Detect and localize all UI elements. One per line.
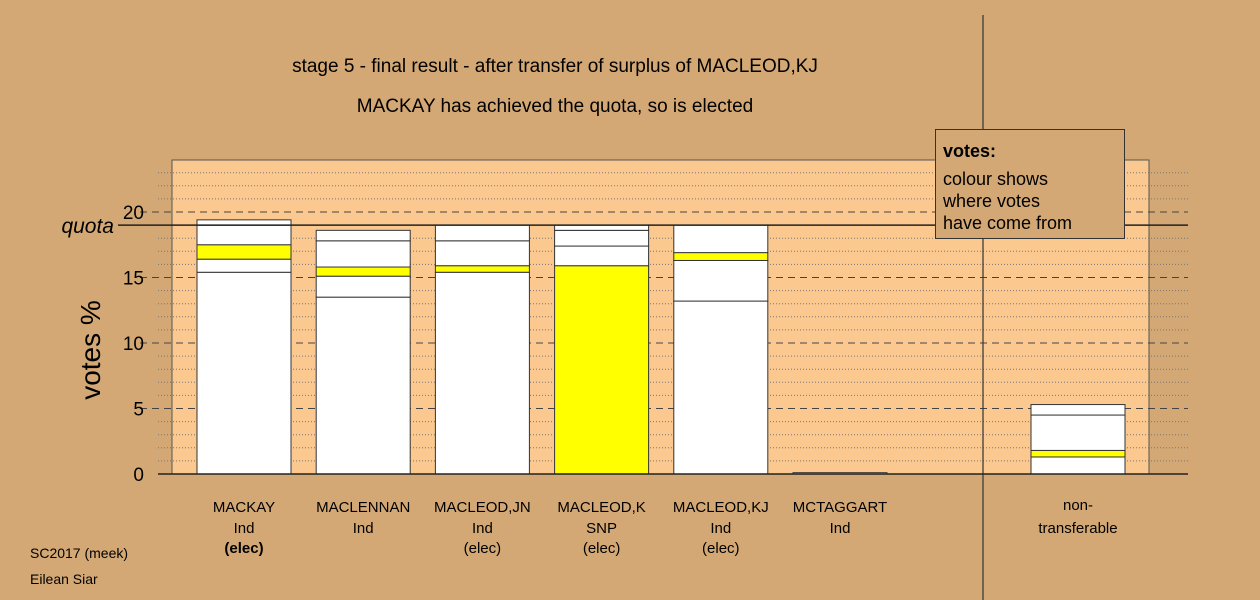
bar-segment (315, 240, 411, 268)
bar-segment (673, 300, 769, 475)
category-party-label: Ind (234, 520, 255, 537)
bar-segment (554, 245, 650, 267)
y-axis-label: votes % (75, 300, 106, 400)
nontransferable-bar-segment (1030, 449, 1126, 458)
chart-title-result: MACKAY has achieved the quota, so is ele… (356, 96, 754, 117)
legend-title: votes: (943, 141, 997, 161)
bar-segment (434, 271, 530, 475)
nontransferable-label: transferable (1038, 520, 1117, 537)
legend-box: votes: colour shows where votes have com… (935, 129, 1125, 239)
category-status-label: (elec) (224, 540, 263, 557)
bar-segment (673, 224, 769, 254)
bar-segment (196, 258, 292, 273)
nontransferable-bar-segment (1030, 414, 1126, 451)
bar-segment (315, 275, 411, 298)
category-name-label: MACLEOD,K (557, 499, 645, 516)
quota-label: quota (61, 215, 114, 238)
bar-segment (554, 229, 650, 247)
bar-segment (434, 224, 530, 242)
bar-segment (315, 229, 411, 242)
category-party-label: Ind (710, 520, 731, 537)
bar-segment (434, 265, 530, 273)
category-party-label: SNP (586, 520, 617, 537)
category-name-label: MACLENNAN (316, 499, 410, 516)
category-name-label: MACLEOD,KJ (673, 499, 769, 516)
bar-segment (315, 266, 411, 277)
category-status-label: (elec) (464, 540, 502, 557)
bar-segment (434, 240, 530, 267)
footer-ward: Eilean Siar (30, 571, 98, 587)
legend-line: where votes (943, 191, 1041, 211)
legend-line: colour shows (943, 169, 1049, 189)
legend-line: have come from (943, 213, 1073, 233)
y-tick-label: 0 (133, 465, 144, 486)
bar-segment (196, 244, 292, 260)
category-party-label: Ind (472, 520, 493, 537)
y-tick-label: 10 (123, 334, 144, 355)
bar-segment (196, 224, 292, 246)
footer-election: SC2017 (meek) (30, 545, 129, 561)
category-name-label: MACKAY (213, 499, 275, 516)
bar-segment (673, 259, 769, 302)
nontransferable-bar-segment (1030, 404, 1126, 416)
category-party-label: Ind (353, 520, 374, 537)
category-name-label: MACLEOD,JN (434, 499, 531, 516)
chart-title-stage: stage 5 - final result - after transfer … (292, 56, 818, 77)
y-tick-label: 5 (133, 400, 144, 421)
nontransferable-label: non- (1063, 497, 1093, 514)
bar-segment (196, 271, 292, 475)
bar-segment (315, 296, 411, 475)
bar-segment (554, 224, 650, 231)
bar-segment (196, 219, 292, 226)
category-status-label: (elec) (702, 540, 740, 557)
y-tick-label: 20 (123, 203, 144, 224)
y-tick-label: 15 (123, 269, 144, 290)
category-party-label: Ind (830, 520, 851, 537)
category-name-label: MCTAGGART (793, 499, 887, 516)
bar-segment (673, 252, 769, 261)
bar-segment (554, 265, 650, 475)
nontransferable-bar-segment (1030, 456, 1126, 475)
category-status-label: (elec) (583, 540, 621, 557)
